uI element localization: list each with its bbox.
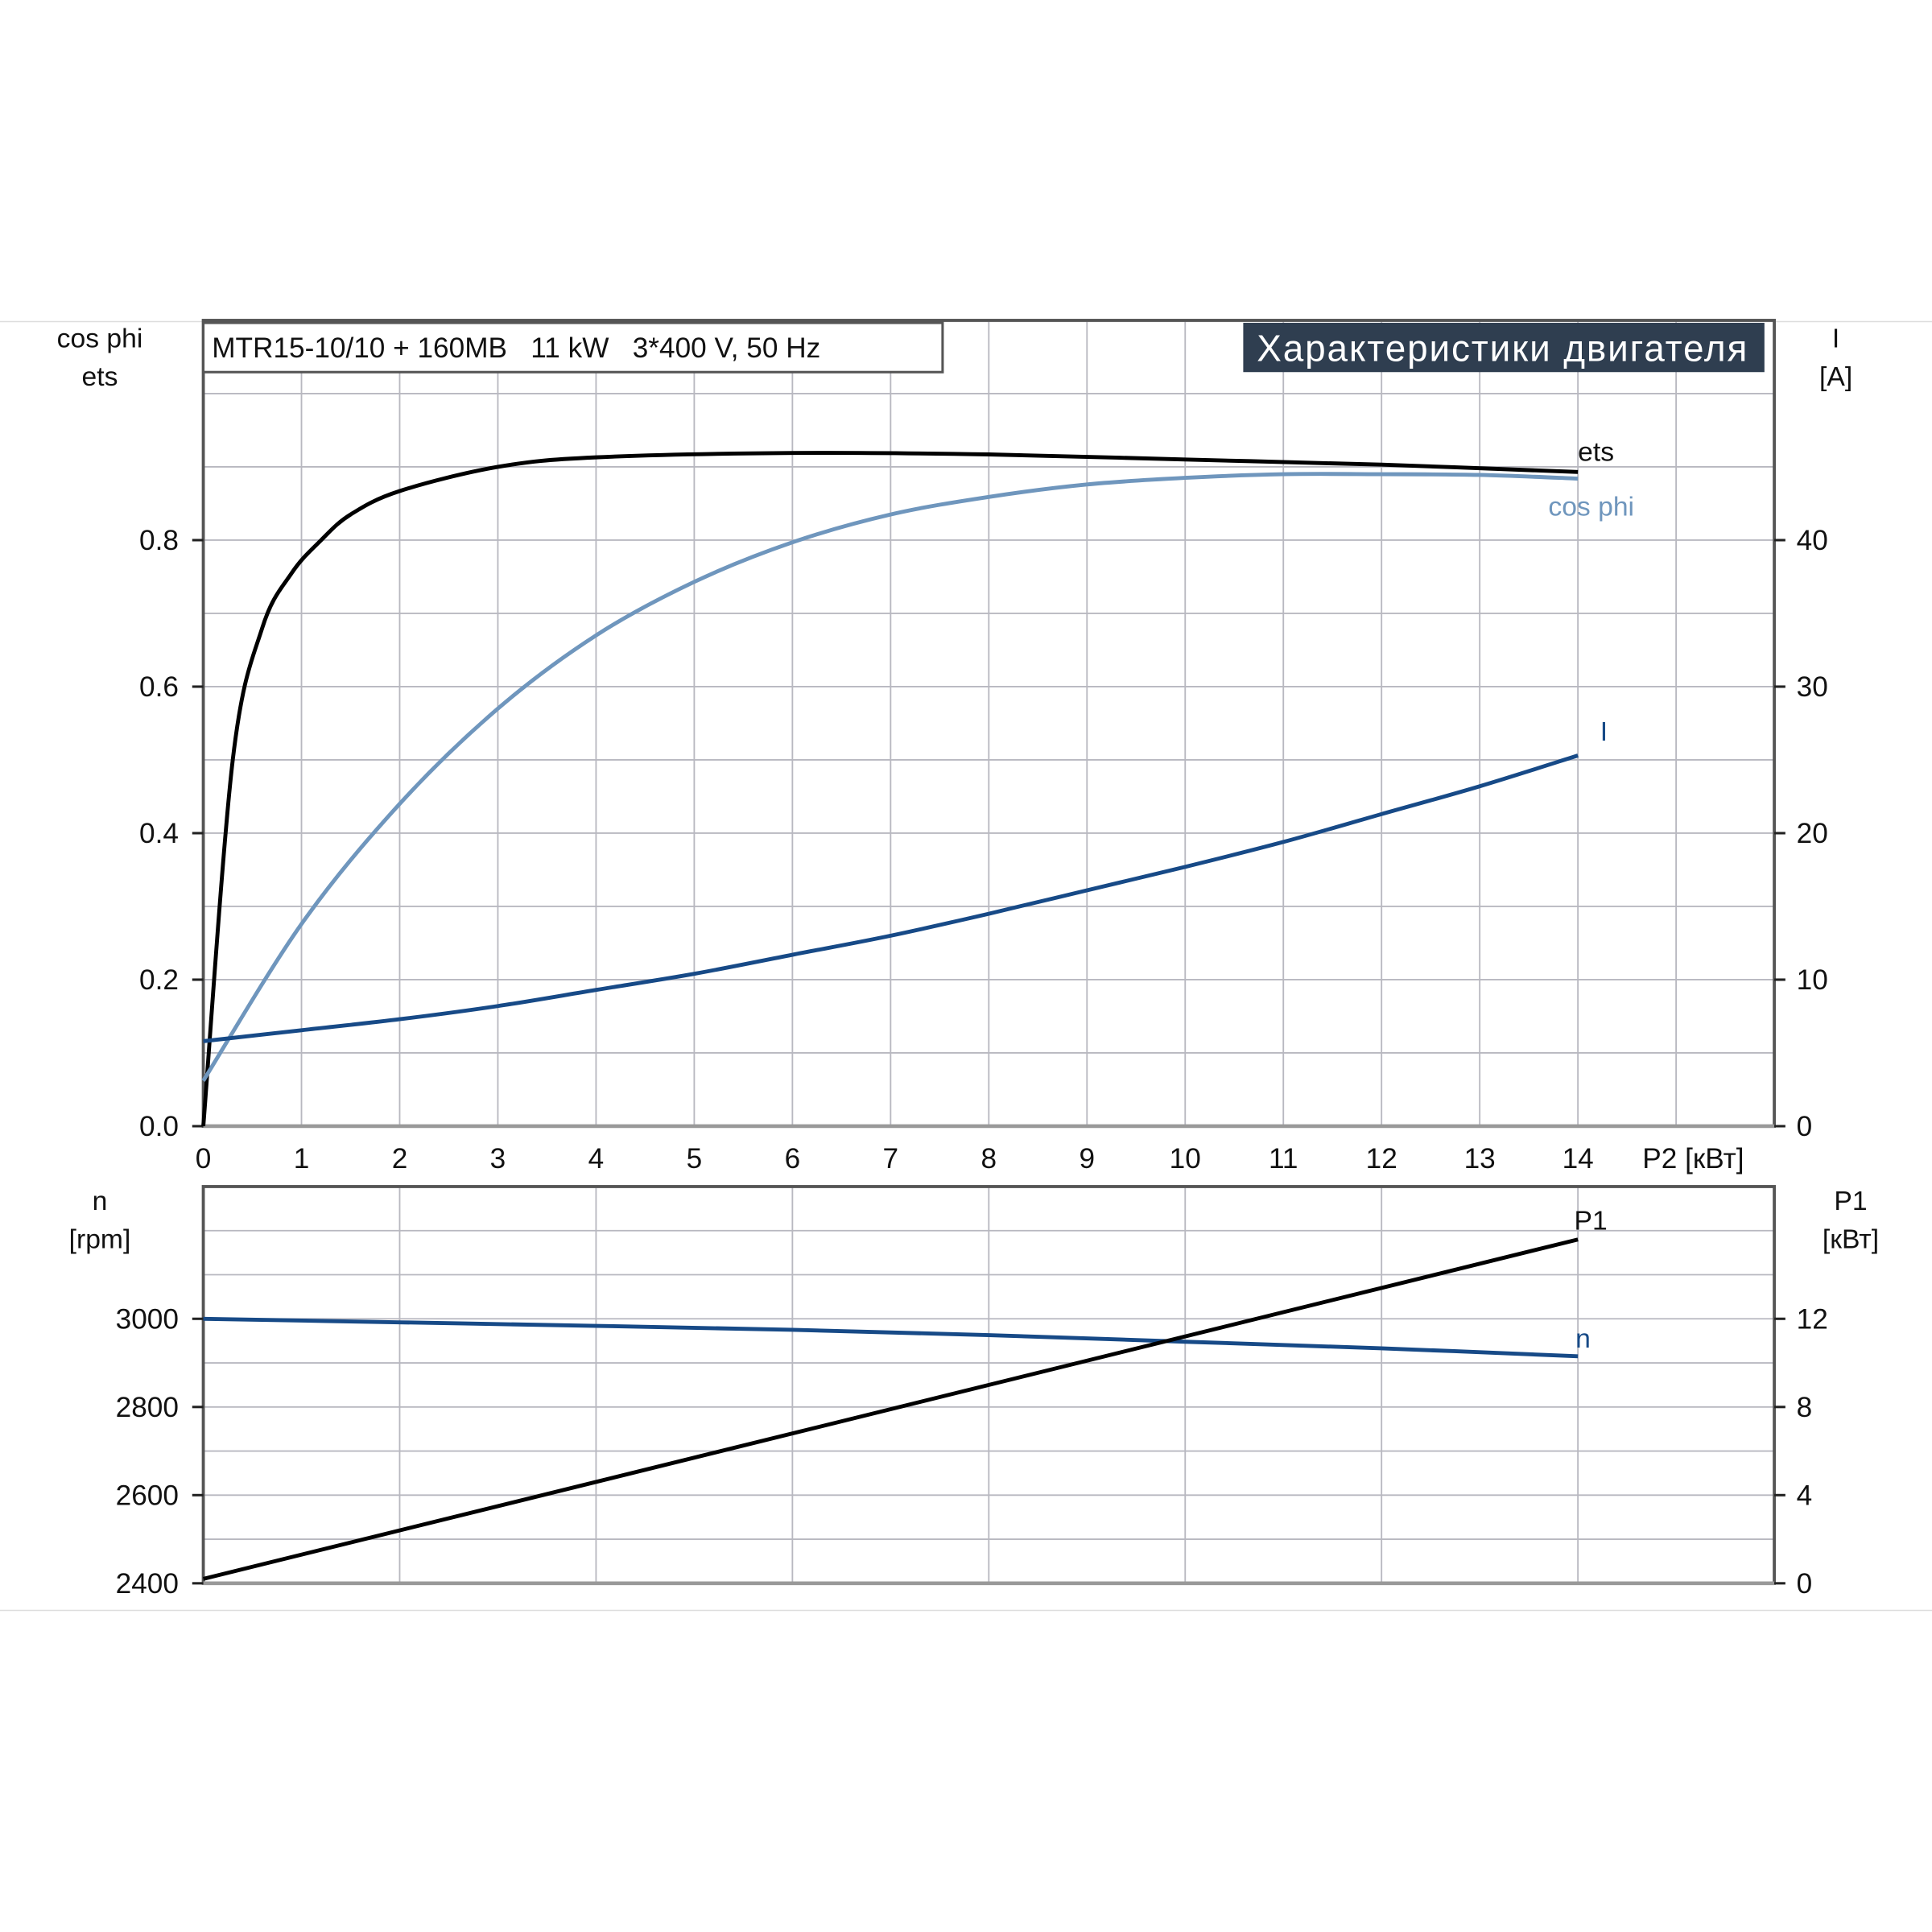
left-tick-label: 0.8 bbox=[139, 525, 179, 556]
series-line-n bbox=[203, 1316, 1579, 1359]
left-tick-label: 0.6 bbox=[139, 671, 179, 703]
bottom-grid: 2400 2600 2800 3000 0 4 8 12 bbox=[116, 1185, 1828, 1600]
x-tick-label: 6 bbox=[785, 1143, 801, 1174]
right-tick-label: 12 bbox=[1797, 1304, 1828, 1335]
right-tick-label: 0 bbox=[1797, 1568, 1813, 1600]
x-tick-label: 2 bbox=[392, 1143, 408, 1174]
right-tick-label: 20 bbox=[1797, 818, 1828, 849]
series-label-n: n bbox=[1575, 1324, 1591, 1354]
right-tick-label: 8 bbox=[1797, 1392, 1813, 1423]
x-tick-label: 7 bbox=[883, 1143, 899, 1174]
left-tick-label: 2800 bbox=[116, 1392, 179, 1423]
subtitle-box bbox=[202, 321, 944, 374]
series-line-p1 bbox=[202, 1237, 1579, 1581]
top-right-axis-label-2: [A] bbox=[1819, 362, 1852, 392]
top-right-axis-label-1: I bbox=[1832, 324, 1839, 354]
left-tick-label: 2600 bbox=[116, 1480, 179, 1512]
chart-marks: ets cos phi In P1 bbox=[201, 438, 1634, 1581]
x-tick-label: 4 bbox=[588, 1143, 605, 1174]
x-tick-label: 0 bbox=[196, 1143, 212, 1174]
right-tick-label: 0 bbox=[1797, 1111, 1813, 1142]
top-left-axis-label-1: cos phi bbox=[57, 324, 143, 354]
left-tick-label: 0.0 bbox=[139, 1111, 179, 1142]
left-tick-label: 0.2 bbox=[139, 964, 179, 996]
series-line-cos-phi bbox=[201, 472, 1579, 1082]
right-tick-label: 10 bbox=[1797, 964, 1828, 996]
chart-title: Характеристики двигателя bbox=[1257, 327, 1747, 369]
x-tick-label: 14 bbox=[1563, 1143, 1594, 1174]
series-line-i bbox=[203, 753, 1579, 1043]
top-left-axis-label-2: ets bbox=[82, 362, 118, 392]
x-tick-label: 12 bbox=[1366, 1143, 1397, 1174]
x-tick-label: 5 bbox=[687, 1143, 703, 1174]
x-tick-label: 3 bbox=[490, 1143, 506, 1174]
series-label-i: I bbox=[1600, 717, 1608, 747]
bottom-right-axis-label-2: [кВт] bbox=[1823, 1225, 1879, 1255]
right-tick-label: 4 bbox=[1797, 1480, 1813, 1512]
x-tick-label: 11 bbox=[1269, 1143, 1298, 1174]
title-box bbox=[1243, 323, 1765, 373]
x-tick-label: 1 bbox=[294, 1143, 310, 1174]
series-label-ets: ets bbox=[1578, 438, 1614, 468]
bottom-left-axis-label-2: [rpm] bbox=[69, 1225, 131, 1255]
series-label-cos-phi: cos phi bbox=[1548, 492, 1634, 522]
x-tick-label: 8 bbox=[981, 1143, 997, 1174]
series-line-ets bbox=[201, 451, 1579, 1127]
bottom-left-axis-label-1: n bbox=[93, 1187, 108, 1216]
series-label-p1: P1 bbox=[1575, 1206, 1608, 1236]
right-tick-label: 30 bbox=[1797, 671, 1828, 703]
x-tick-label: 9 bbox=[1079, 1143, 1095, 1174]
x-axis-label: P2 [кВт] bbox=[1642, 1143, 1744, 1174]
left-tick-label: 3000 bbox=[116, 1304, 179, 1335]
x-tick-label: 13 bbox=[1464, 1143, 1496, 1174]
x-tick-label: 10 bbox=[1170, 1143, 1201, 1174]
chart-subtitle: MTR15-10/10 + 160MB 11 kW 3*400 V, 50 Hz bbox=[212, 332, 820, 364]
left-tick-label: 2400 bbox=[116, 1568, 179, 1600]
right-tick-label: 40 bbox=[1797, 525, 1828, 556]
bottom-right-axis-label-1: P1 bbox=[1834, 1187, 1867, 1216]
left-tick-label: 0.4 bbox=[139, 818, 179, 849]
